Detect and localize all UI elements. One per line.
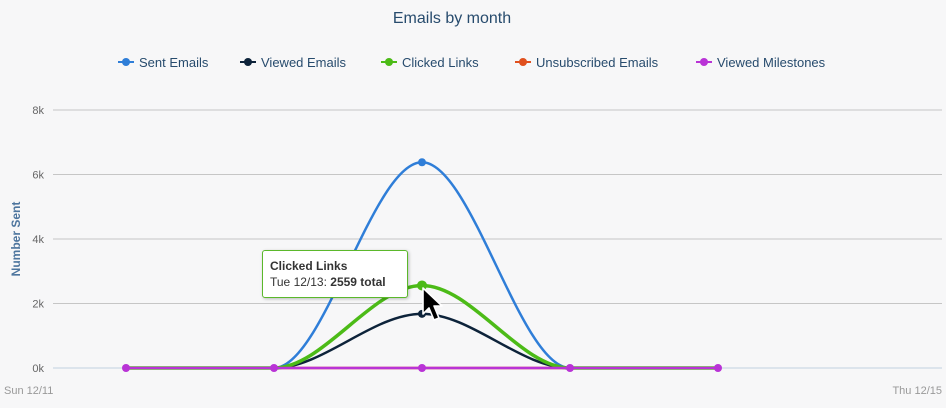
legend-item[interactable]: Clicked Links (381, 55, 479, 70)
data-point[interactable] (566, 364, 574, 372)
y-tick-label: 8k (32, 105, 44, 117)
y-tick-label: 0k (32, 363, 44, 375)
legend-label: Viewed Milestones (717, 55, 826, 70)
legend-marker (244, 58, 252, 66)
y-tick-label: 4k (32, 234, 44, 246)
legend-marker (385, 58, 393, 66)
legend-label: Clicked Links (402, 55, 479, 70)
tooltip-series-name: Clicked Links (270, 259, 348, 273)
mouse-pointer-icon (422, 287, 443, 321)
legend-item[interactable]: Unsubscribed Emails (515, 55, 659, 70)
tooltip-value: 2559 total (330, 275, 386, 289)
tooltip-body: Tue 12/13: 2559 total (270, 275, 399, 289)
chart-title: Emails by month (393, 10, 511, 27)
y-axis-title: Number Sent (9, 202, 23, 277)
legend-marker (700, 58, 708, 66)
legend-item[interactable]: Viewed Milestones (696, 55, 826, 70)
x-end-label: Thu 12/15 (892, 385, 942, 397)
data-point[interactable] (122, 364, 130, 372)
x-start-label: Sun 12/11 (4, 385, 53, 397)
y-tick-label: 6k (32, 170, 44, 182)
data-point[interactable] (270, 364, 278, 372)
tooltip: Clicked Links Tue 12/13: 2559 total (262, 250, 408, 298)
data-point[interactable] (417, 280, 427, 291)
data-point[interactable] (418, 158, 426, 167)
legend-label: Sent Emails (139, 55, 209, 70)
markers-group (122, 158, 722, 372)
legend-label: Viewed Emails (261, 55, 347, 70)
series-line-sent-emails[interactable] (124, 160, 720, 370)
y-tick-label: 2k (32, 299, 44, 311)
tooltip-date: Tue 12/13: (270, 275, 327, 289)
data-point[interactable] (418, 364, 426, 372)
data-point[interactable] (714, 364, 722, 372)
legend-marker (122, 58, 130, 66)
legend-label: Unsubscribed Emails (536, 55, 659, 70)
legend-item[interactable]: Sent Emails (118, 55, 209, 70)
legend: Sent Emails Viewed Emails Clicked Links Uns… (118, 55, 826, 70)
series-group (124, 160, 720, 370)
y-axis: 0k 2k 4k 6k 8k (32, 105, 44, 375)
legend-marker (519, 58, 527, 66)
legend-item[interactable]: Viewed Emails (240, 55, 347, 70)
